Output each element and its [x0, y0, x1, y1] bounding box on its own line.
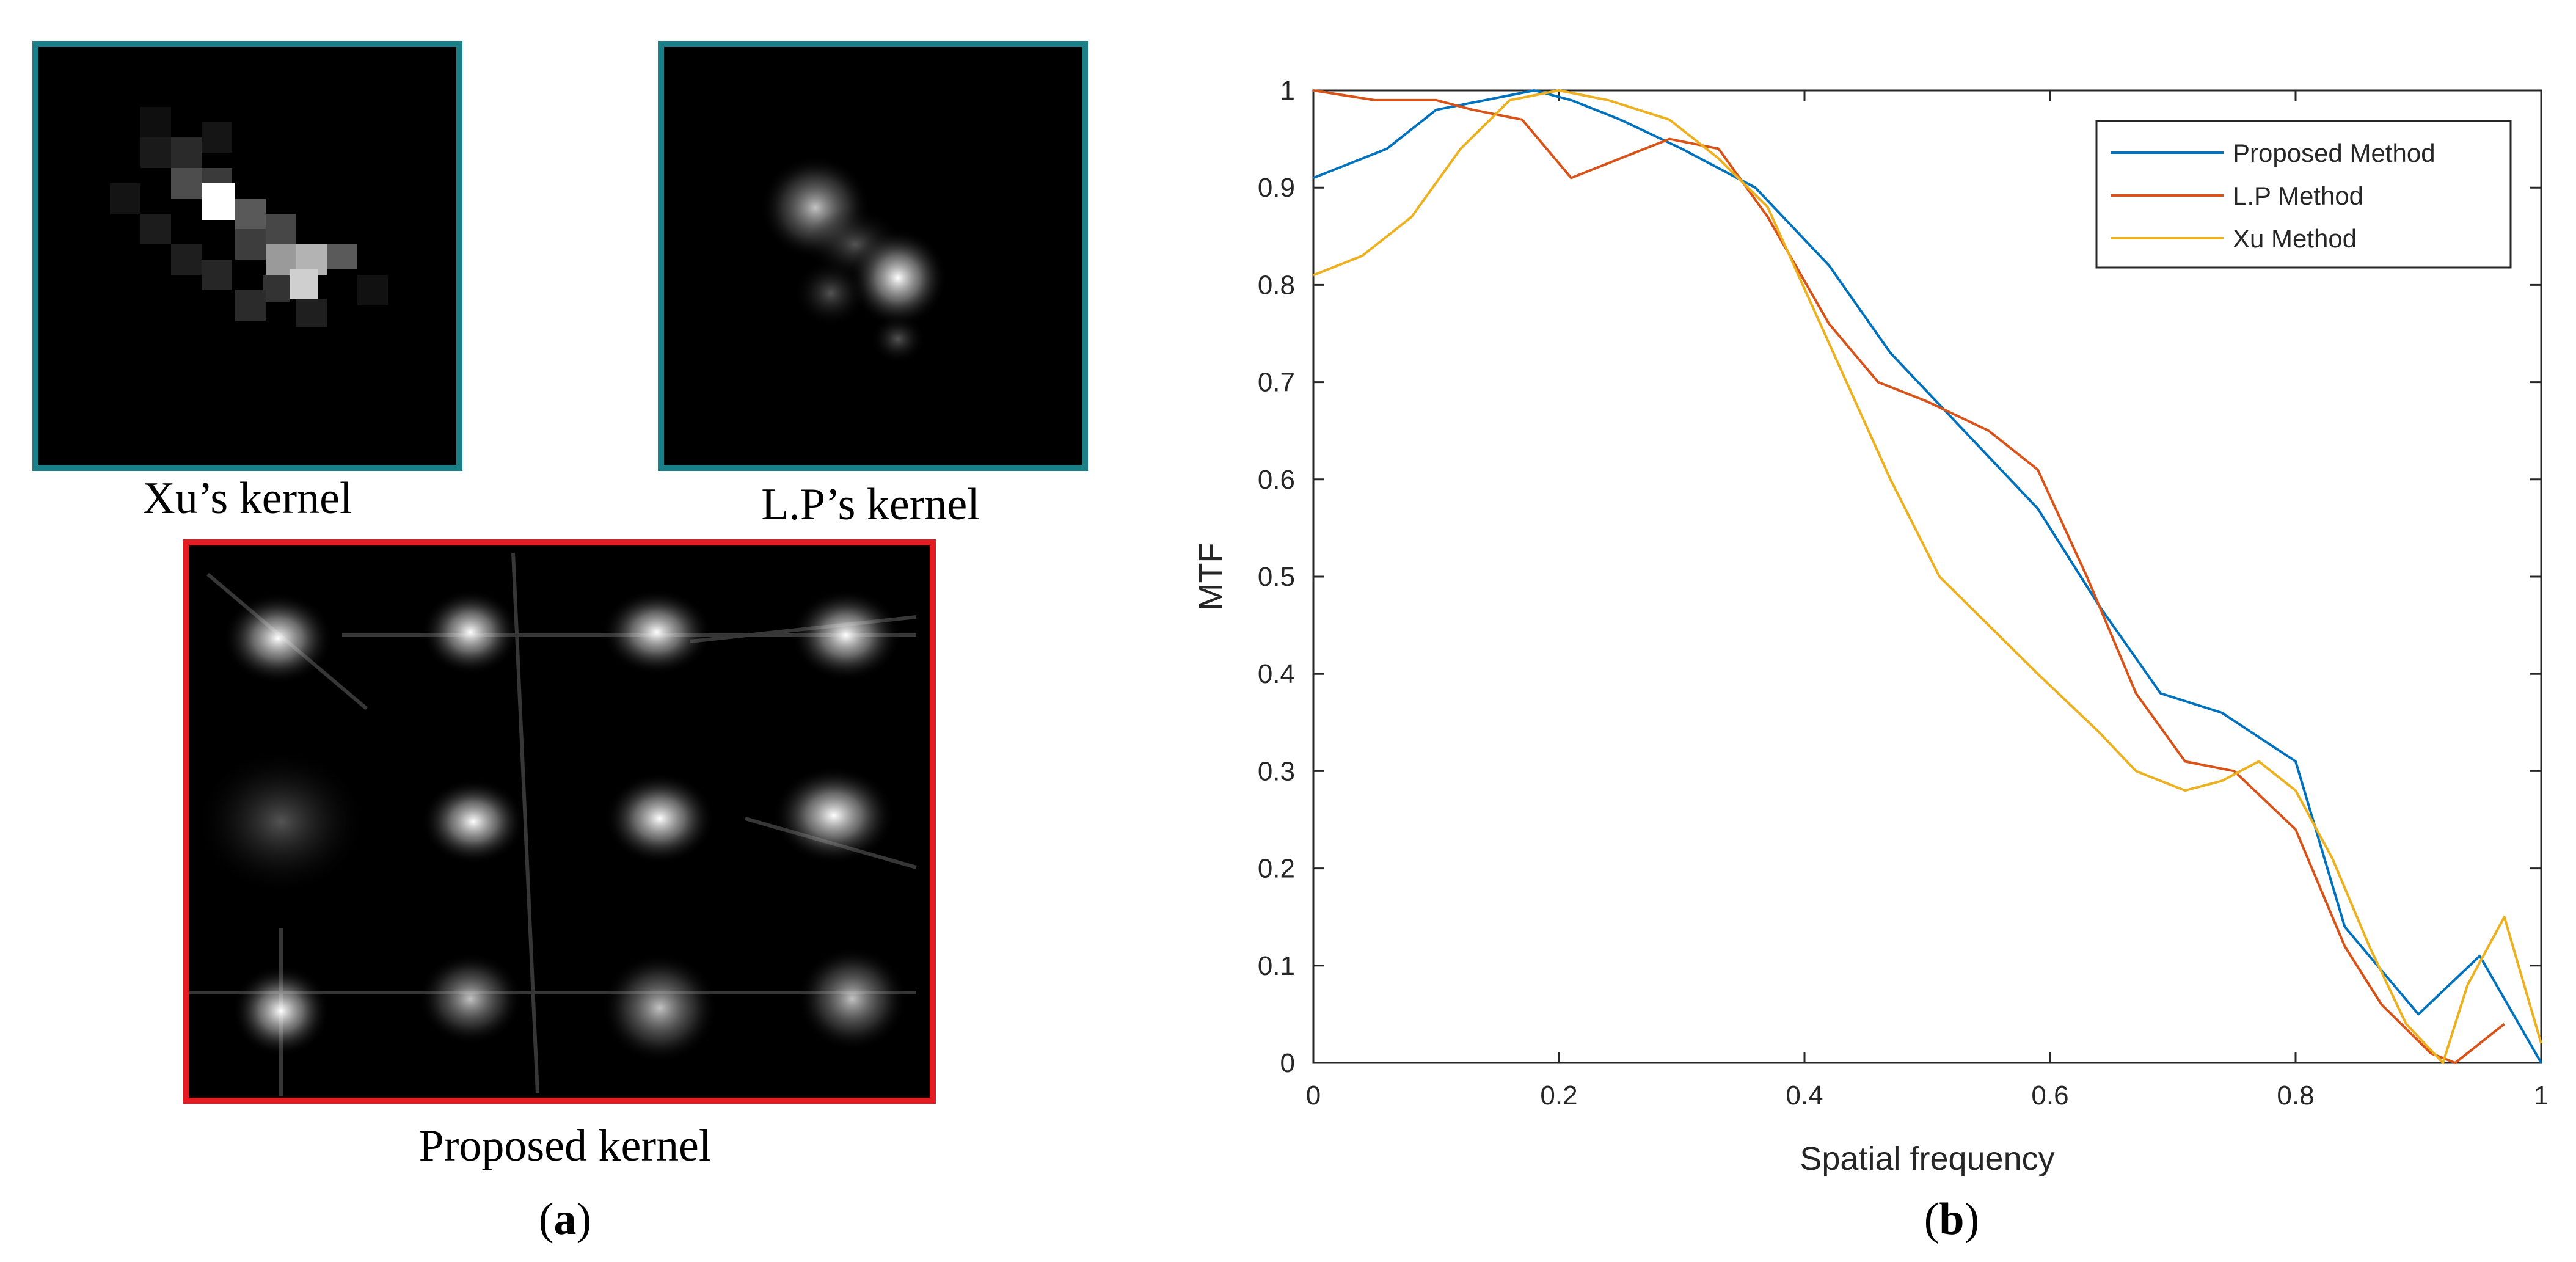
x-tick-label: 0.2	[1540, 1081, 1577, 1111]
x-tick-label: 0.6	[2031, 1081, 2068, 1111]
y-tick-label: 0.7	[1258, 368, 1295, 398]
y-tick-label: 0.1	[1258, 951, 1295, 981]
proposed-kernel-image	[183, 539, 936, 1104]
y-tick-label: 0.3	[1258, 756, 1295, 786]
series-line-2	[1313, 89, 2505, 1064]
x-axis-label: Spatial frequency	[1800, 1140, 2054, 1177]
legend-label-1: Proposed Method	[2233, 139, 2436, 167]
y-tick-label: 0.4	[1258, 659, 1295, 689]
x-axis-ticks: 0 0.2 0.4 0.6 0.8 1	[1306, 90, 2549, 1111]
y-tick-label: 0.8	[1258, 270, 1295, 300]
x-tick-label: 0	[1306, 1081, 1321, 1111]
lp-kernel-label: L.P’s kernel	[761, 480, 980, 530]
panel-b-label: (b)	[1924, 1194, 1979, 1244]
series-line-3	[1313, 89, 2542, 1064]
y-axis-label: MTF	[1192, 543, 1229, 611]
lp-kernel-image	[658, 41, 1088, 471]
legend: Proposed Method L.P Method Xu Method	[2095, 120, 2512, 269]
series-lines	[1313, 89, 2542, 1064]
proposed-kernel-label: Proposed kernel	[419, 1121, 712, 1171]
proposed-kernel-blobs	[195, 589, 907, 1063]
legend-items: Proposed Method L.P Method Xu Method	[2111, 139, 2436, 253]
y-tick-label: 0.9	[1258, 173, 1295, 203]
y-tick-label: 0	[1280, 1048, 1295, 1078]
panel-b-chart: 0 0.2 0.4 0.6 0.8 1 0 0.1 0.2 0.3 0.4 0.5 0.6 0.7 0.8…	[1192, 76, 2549, 1177]
panel-a-label: (a)	[539, 1194, 591, 1244]
legend-label-2: L.P Method	[2233, 181, 2363, 210]
x-tick-label: 0.4	[1786, 1081, 1823, 1111]
y-tick-label: 0.5	[1258, 562, 1295, 592]
xu-kernel-pixels	[110, 107, 388, 327]
xu-kernel-label: Xu’s kernel	[142, 473, 352, 523]
y-tick-label: 0.2	[1258, 854, 1295, 884]
x-tick-label: 0.8	[2277, 1081, 2314, 1111]
y-tick-label: 1	[1280, 76, 1295, 106]
x-tick-label: 1	[2534, 1081, 2549, 1111]
legend-label-3: Xu Method	[2233, 224, 2357, 253]
y-axis-ticks: 0 0.1 0.2 0.3 0.4 0.5 0.6 0.7 0.8 0.9 1	[1258, 76, 2541, 1078]
series-line-1	[1313, 89, 2542, 1063]
xu-kernel-image	[32, 41, 462, 471]
y-tick-label: 0.6	[1258, 465, 1295, 495]
panel-a: Xu’s kernel L.P’s kernel	[32, 41, 1088, 1244]
